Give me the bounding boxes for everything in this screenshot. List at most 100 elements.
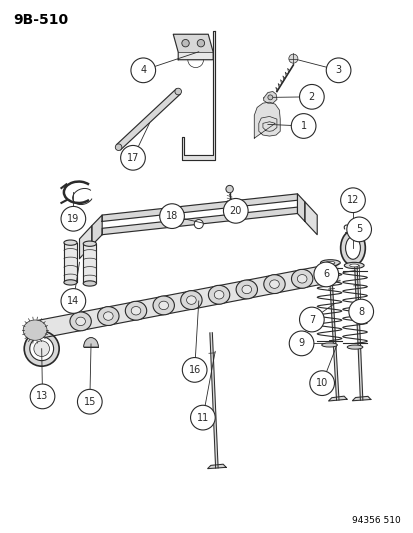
Ellipse shape (76, 317, 85, 326)
Ellipse shape (61, 288, 85, 313)
Text: 11: 11 (196, 413, 209, 423)
Text: 94356 510: 94356 510 (351, 516, 399, 525)
Ellipse shape (180, 290, 202, 310)
Ellipse shape (347, 345, 362, 349)
Ellipse shape (159, 301, 168, 310)
Ellipse shape (340, 188, 364, 213)
Ellipse shape (208, 285, 229, 304)
Ellipse shape (340, 230, 364, 265)
Ellipse shape (190, 405, 215, 430)
Ellipse shape (325, 58, 350, 83)
Text: 13: 13 (36, 391, 48, 401)
Ellipse shape (64, 240, 77, 245)
Polygon shape (351, 397, 370, 401)
Text: 17: 17 (126, 153, 139, 163)
Ellipse shape (194, 220, 203, 229)
Ellipse shape (241, 285, 251, 294)
Ellipse shape (263, 274, 285, 294)
Ellipse shape (299, 307, 323, 332)
Text: 18: 18 (166, 211, 178, 221)
Ellipse shape (344, 262, 363, 269)
Text: 16: 16 (188, 365, 200, 375)
Polygon shape (102, 194, 297, 221)
Ellipse shape (225, 185, 233, 193)
Ellipse shape (348, 299, 373, 324)
Text: 20: 20 (229, 206, 241, 216)
Text: 5: 5 (355, 224, 361, 235)
Ellipse shape (61, 206, 85, 231)
Ellipse shape (103, 312, 113, 320)
Ellipse shape (30, 337, 54, 361)
Text: 4: 4 (140, 66, 146, 75)
Ellipse shape (325, 261, 334, 264)
Ellipse shape (182, 358, 206, 382)
Polygon shape (207, 464, 225, 469)
Polygon shape (328, 269, 338, 400)
Ellipse shape (321, 343, 337, 347)
Ellipse shape (181, 39, 189, 47)
Polygon shape (209, 333, 218, 468)
Text: 7: 7 (308, 314, 314, 325)
Ellipse shape (83, 241, 96, 246)
Polygon shape (297, 194, 304, 221)
Text: 19: 19 (67, 214, 79, 224)
Ellipse shape (97, 306, 119, 326)
Ellipse shape (29, 325, 41, 335)
Ellipse shape (24, 331, 59, 366)
Polygon shape (173, 34, 213, 52)
Ellipse shape (23, 320, 47, 340)
Text: 14: 14 (67, 296, 79, 306)
Text: 12: 12 (346, 195, 358, 205)
Text: 10: 10 (315, 378, 328, 388)
Ellipse shape (34, 341, 50, 357)
Text: 8: 8 (357, 306, 363, 317)
Polygon shape (102, 207, 297, 235)
Polygon shape (116, 89, 180, 150)
Ellipse shape (235, 280, 257, 299)
Ellipse shape (349, 264, 358, 267)
Ellipse shape (197, 39, 204, 47)
Ellipse shape (131, 306, 140, 315)
Ellipse shape (31, 327, 39, 333)
Polygon shape (34, 263, 339, 339)
Ellipse shape (30, 384, 55, 409)
Polygon shape (79, 225, 92, 259)
Wedge shape (83, 337, 98, 347)
Text: 3: 3 (335, 66, 341, 75)
Ellipse shape (125, 301, 146, 320)
Polygon shape (178, 52, 213, 60)
Ellipse shape (346, 217, 370, 242)
Ellipse shape (131, 58, 155, 83)
Ellipse shape (26, 323, 44, 337)
Ellipse shape (309, 371, 334, 395)
Ellipse shape (115, 144, 121, 150)
Polygon shape (182, 30, 215, 160)
Ellipse shape (223, 198, 247, 223)
Ellipse shape (77, 389, 102, 414)
Text: 6: 6 (323, 270, 328, 279)
Ellipse shape (297, 274, 306, 283)
Ellipse shape (83, 281, 96, 286)
Text: 2: 2 (308, 92, 314, 102)
Ellipse shape (299, 84, 323, 109)
Ellipse shape (120, 146, 145, 170)
Text: 1: 1 (300, 121, 306, 131)
Ellipse shape (175, 88, 181, 95)
Ellipse shape (269, 280, 279, 288)
Ellipse shape (288, 54, 297, 63)
Text: 9B-510: 9B-510 (14, 13, 69, 27)
Ellipse shape (345, 237, 359, 259)
Polygon shape (64, 243, 77, 282)
Polygon shape (254, 102, 280, 138)
Polygon shape (83, 244, 96, 284)
Ellipse shape (291, 269, 312, 288)
Ellipse shape (70, 312, 91, 331)
Ellipse shape (267, 95, 272, 100)
Ellipse shape (291, 114, 315, 139)
Text: 9: 9 (298, 338, 304, 349)
Ellipse shape (64, 280, 77, 285)
Polygon shape (304, 202, 316, 235)
Ellipse shape (289, 331, 313, 356)
Ellipse shape (320, 260, 339, 266)
Ellipse shape (159, 204, 184, 229)
